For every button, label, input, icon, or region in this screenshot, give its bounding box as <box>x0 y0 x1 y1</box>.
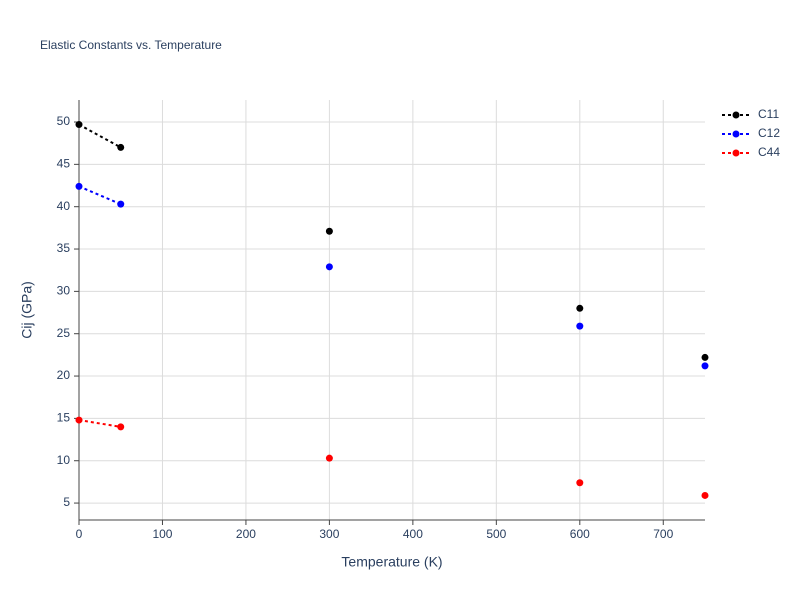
legend-marker <box>732 149 740 157</box>
data-point <box>325 454 333 462</box>
data-point <box>576 322 584 330</box>
x-tick-label: 700 <box>653 527 673 541</box>
data-point <box>75 182 83 190</box>
data-point <box>325 227 333 235</box>
data-point <box>576 304 584 312</box>
legend-label: C12 <box>758 126 780 140</box>
data-point <box>117 423 125 431</box>
data-point <box>701 362 709 370</box>
legend-marker <box>732 130 740 138</box>
chart-title: Elastic Constants vs. Temperature <box>40 38 222 52</box>
x-tick-label: 400 <box>403 527 423 541</box>
data-point <box>75 416 83 424</box>
legend-label: C44 <box>758 145 780 159</box>
y-tick-label: 35 <box>57 241 71 255</box>
y-tick-label: 30 <box>57 284 71 298</box>
y-axis-title: Cij (GPa) <box>19 281 35 339</box>
x-tick-label: 500 <box>486 527 506 541</box>
y-tick-label: 5 <box>63 495 70 509</box>
data-point <box>701 353 709 361</box>
x-tick-label: 0 <box>76 527 83 541</box>
x-tick-label: 100 <box>152 527 172 541</box>
data-point <box>701 491 709 499</box>
data-point <box>325 263 333 271</box>
legend-marker <box>732 111 740 119</box>
y-tick-label: 15 <box>57 411 71 425</box>
y-tick-label: 40 <box>57 199 71 213</box>
legend-label: C11 <box>758 107 779 121</box>
x-tick-label: 300 <box>319 527 339 541</box>
x-tick-label: 600 <box>570 527 590 541</box>
y-tick-label: 45 <box>57 157 71 171</box>
x-axis-title: Temperature (K) <box>341 554 442 570</box>
x-tick-label: 200 <box>236 527 256 541</box>
data-point <box>75 121 83 129</box>
y-tick-label: 25 <box>57 326 71 340</box>
y-tick-label: 20 <box>57 368 71 382</box>
data-point <box>117 200 125 208</box>
data-point <box>576 479 584 487</box>
y-tick-label: 10 <box>57 453 71 467</box>
data-point <box>117 143 125 151</box>
y-tick-label: 50 <box>57 114 71 128</box>
